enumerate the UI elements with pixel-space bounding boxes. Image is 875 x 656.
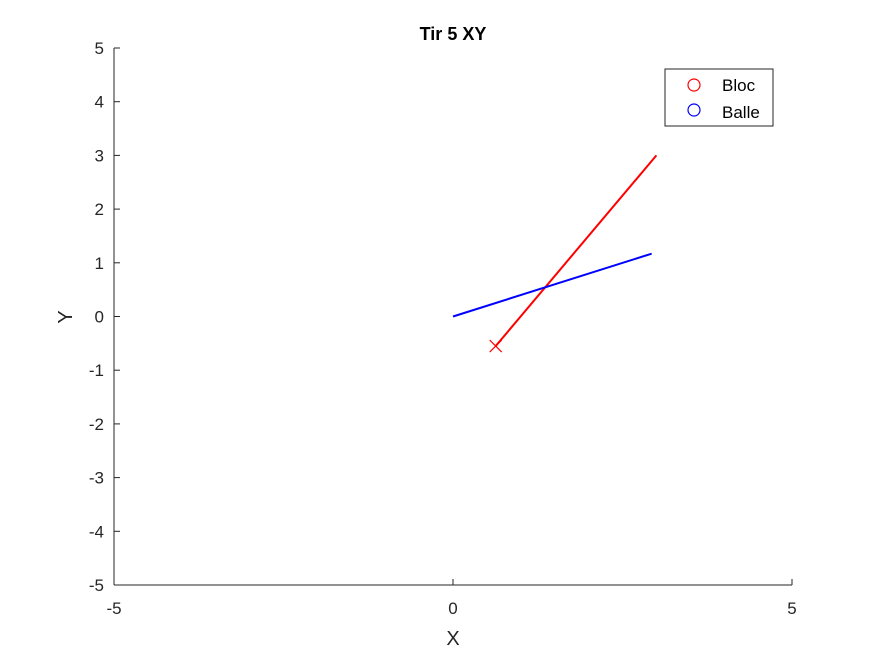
- x-tick-label: 5: [787, 599, 796, 618]
- y-tick-label: 5: [95, 39, 104, 58]
- y-tick-label: -1: [89, 361, 104, 380]
- x-tick-label: 0: [448, 599, 457, 618]
- y-tick-label: 1: [95, 254, 104, 273]
- y-tick-label: 3: [95, 146, 104, 165]
- y-tick-label: 0: [95, 308, 104, 327]
- legend-marker-bloc: [687, 78, 701, 92]
- y-axis-label: Y: [55, 310, 77, 323]
- y-tick-label: 2: [95, 200, 104, 219]
- y-tick-label: -5: [89, 576, 104, 595]
- y-tick-label: -4: [89, 522, 104, 541]
- series-marker-x-bloc: [489, 339, 503, 353]
- y-tick-label: -2: [89, 415, 104, 434]
- marker-stroke: [489, 339, 503, 353]
- legend-box: [664, 68, 774, 127]
- y-tick-label: -3: [89, 469, 104, 488]
- x-axis-label: X: [446, 628, 459, 650]
- legend-label-balle: Balle: [722, 103, 760, 122]
- legend: Bloc Balle: [664, 68, 774, 127]
- chart-title: Tir 5 XY: [420, 24, 487, 44]
- series-layer: [452, 154, 658, 353]
- series-line-balle: [452, 252, 652, 318]
- x-tick-label: -5: [106, 599, 121, 618]
- legend-label-bloc: Bloc: [722, 76, 756, 95]
- series-line-bloc: [494, 154, 658, 347]
- legend-marker-balle: [687, 103, 701, 117]
- axis-ticks: -5 0 5 -5 -4 -3 -2 -1 0 1 2 3 4 5: [89, 39, 797, 618]
- y-tick-label: 4: [95, 93, 104, 112]
